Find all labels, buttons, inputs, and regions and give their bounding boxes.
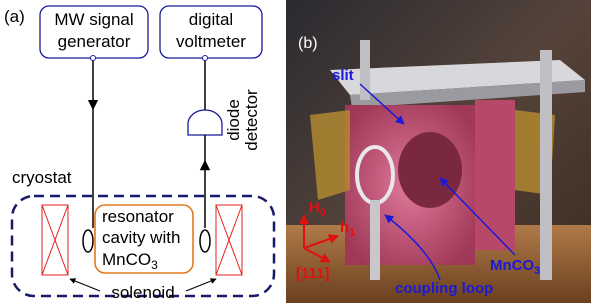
generator-text: MW signal xyxy=(54,10,133,29)
voltmeter-text: voltmeter xyxy=(176,32,246,51)
coupling-loop xyxy=(83,230,93,252)
formula: MnCO xyxy=(490,257,534,274)
panel-label: (b) xyxy=(298,35,318,52)
pointer xyxy=(186,279,216,291)
port xyxy=(203,56,208,61)
label-slit: slit xyxy=(332,67,354,84)
symbol: h xyxy=(340,219,349,236)
cryostat-text: cryostat xyxy=(12,168,72,187)
port xyxy=(91,56,96,61)
panel-b: (b) slit H0 h1 [111] MnCO3 coupling loop xyxy=(286,0,591,303)
rod xyxy=(370,200,380,280)
label-axis: [111] xyxy=(296,265,329,282)
symbol: H xyxy=(309,199,320,216)
pointer xyxy=(70,279,100,291)
resonator-text: resonator xyxy=(102,207,174,226)
detector-text: detector xyxy=(242,89,261,151)
hole xyxy=(398,132,462,208)
solenoid-text: solenoid xyxy=(111,283,174,302)
screw xyxy=(540,50,552,280)
resonator-text: cavity with xyxy=(102,228,180,247)
detector-text: diode xyxy=(224,99,243,141)
label-loop: coupling loop xyxy=(395,280,493,297)
figure: (a) MW signal generator digital voltmete… xyxy=(0,0,591,303)
formula: MnCO xyxy=(102,250,151,269)
generator-text: generator xyxy=(58,32,131,51)
subscript: 3 xyxy=(534,265,540,277)
panel-label: (a) xyxy=(4,7,25,26)
coupling-loop xyxy=(200,230,210,252)
cube-side xyxy=(475,100,515,250)
voltmeter-text: digital xyxy=(189,10,233,29)
panel-a: (a) MW signal generator digital voltmete… xyxy=(4,6,274,302)
diode xyxy=(188,110,222,135)
subscript: 3 xyxy=(151,258,158,272)
resonator-text: MnCO3 xyxy=(102,250,158,272)
subscript: 0 xyxy=(320,207,326,219)
subscript: 1 xyxy=(349,227,355,239)
